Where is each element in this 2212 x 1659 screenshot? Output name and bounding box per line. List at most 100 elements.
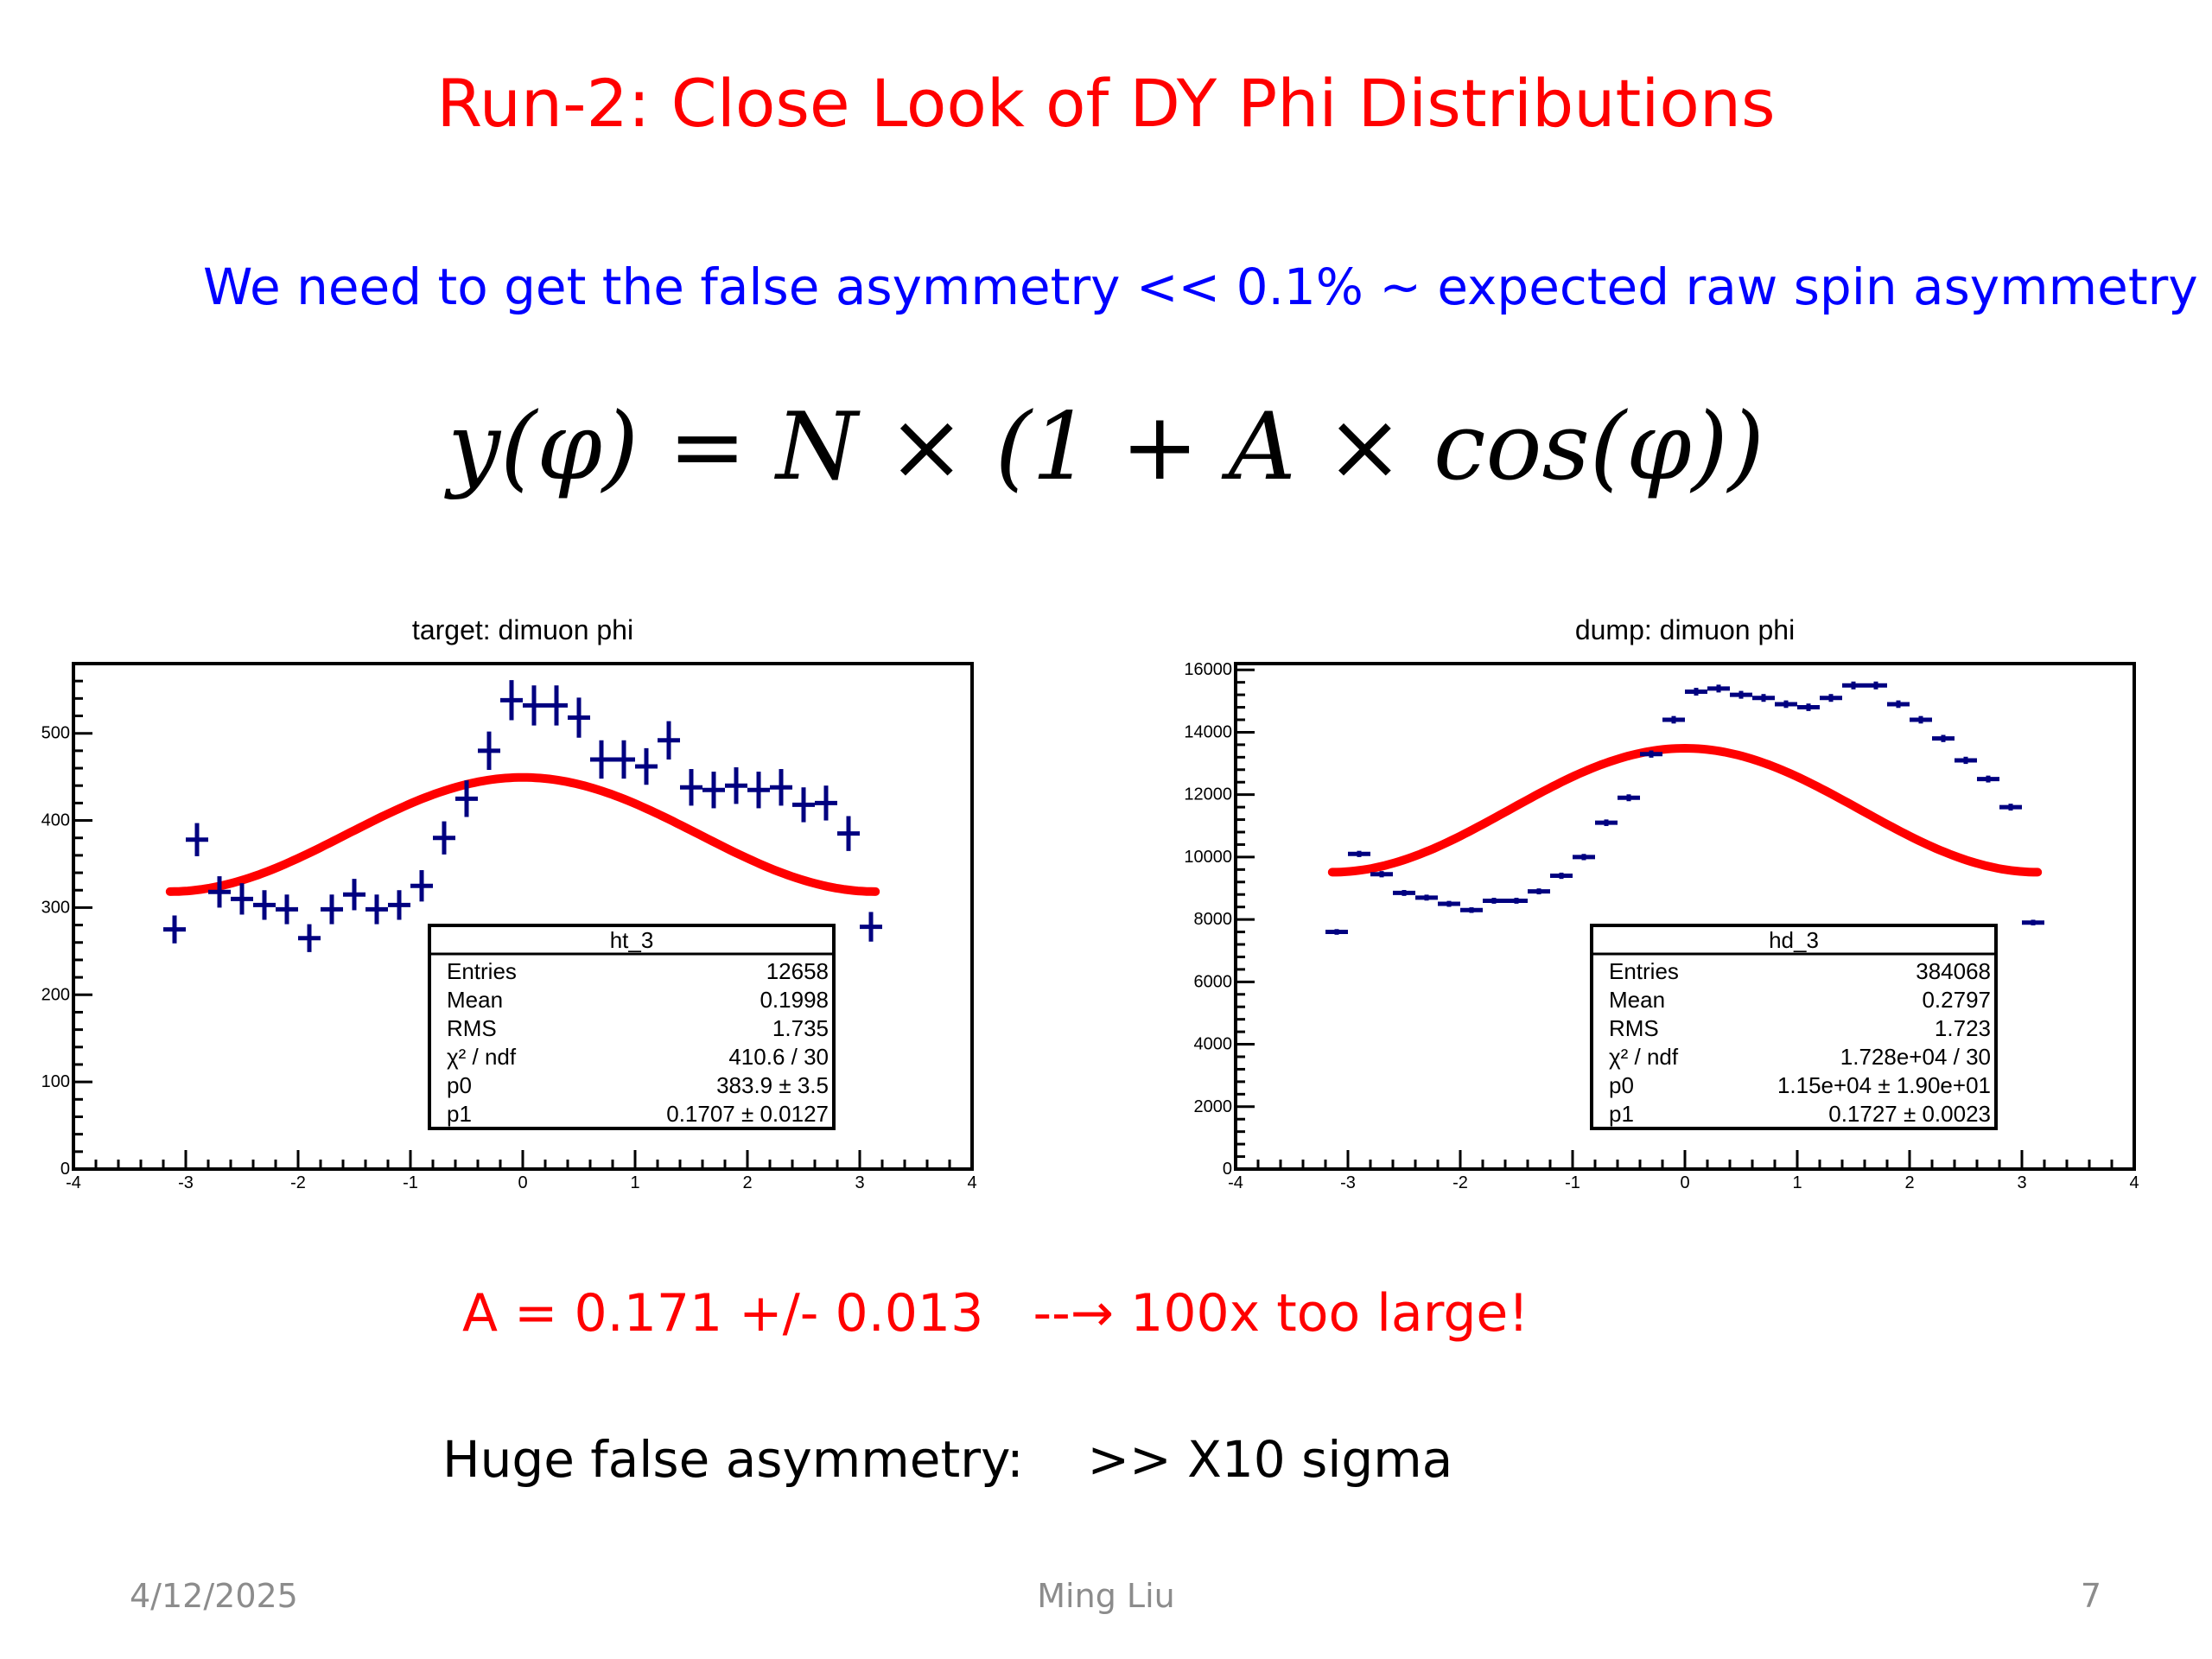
data-point <box>725 767 747 804</box>
fit-curve <box>1327 743 2043 877</box>
data-point <box>658 721 680 760</box>
x-tick-label: -1 <box>1565 1173 1580 1192</box>
data-point <box>770 769 792 806</box>
data-point <box>1910 715 1932 724</box>
y-tick-label: 16000 <box>1184 660 1232 679</box>
data-point <box>792 787 815 823</box>
stats-row-value: 1.728e+04 / 30 <box>1840 1044 1991 1070</box>
fit-curve <box>165 772 880 896</box>
y-tick-label: 2000 <box>1194 1097 1233 1116</box>
chart-title: target: dimuon phi <box>412 614 633 645</box>
chart-title: dump: dimuon phi <box>1575 614 1795 645</box>
x-tick-label: -2 <box>290 1173 306 1192</box>
data-point <box>702 772 725 809</box>
data-point <box>860 912 882 942</box>
data-point <box>1797 703 1820 711</box>
formula-lhs: y(φ) <box>448 393 639 501</box>
data-point <box>1999 804 2022 811</box>
data-point <box>1955 756 1977 765</box>
data-point <box>545 685 568 726</box>
footer-page-number: 7 <box>2080 1577 2101 1615</box>
data-point <box>1483 898 1505 904</box>
stats-row-value: 384068 <box>1916 958 1991 984</box>
data-point <box>680 769 702 806</box>
y-tick-label: 300 <box>41 898 70 917</box>
y-tick-label: 4000 <box>1194 1035 1233 1054</box>
stats-box <box>1590 924 1998 1130</box>
data-point <box>298 924 321 952</box>
y-tick-label: 100 <box>41 1072 70 1091</box>
data-point <box>815 785 837 821</box>
data-point <box>1842 681 1865 690</box>
stats-box-name: hd_3 <box>1769 927 1819 953</box>
data-point <box>1685 687 1707 696</box>
false-asymmetry-note: Huge false asymmetry: >> X10 sigma <box>442 1430 1453 1489</box>
x-tick-label: -1 <box>403 1173 418 1192</box>
data-point <box>590 740 613 779</box>
formula-equals: = <box>668 393 747 501</box>
x-tick-label: 1 <box>1792 1173 1802 1192</box>
data-point <box>1932 734 1955 742</box>
stats-row-label: Mean <box>447 987 503 1013</box>
slide-title: Run-2: Close Look of DY Phi Distribution… <box>436 65 1776 142</box>
y-tick-label: 400 <box>41 811 70 830</box>
y-tick-label: 8000 <box>1194 910 1233 929</box>
data-point <box>1438 900 1460 907</box>
data-point <box>343 879 365 911</box>
data-point <box>478 731 500 771</box>
x-tick-label: 3 <box>855 1173 864 1192</box>
y-tick-label: 0 <box>1223 1160 1232 1179</box>
stats-row-value: 1.735 <box>772 1015 829 1041</box>
dump-phi-plot: dump: dimuon phi -4 -3 -2 -1 0 1 2 3 4 0 2000 4000 60… <box>1184 614 2139 1192</box>
slide-subtitle: We need to get the false asymmetry << 0.… <box>203 257 2198 316</box>
data-point <box>613 740 635 779</box>
footer-author: Ming Liu <box>1037 1577 1175 1615</box>
fit-formula: y(φ) = N × (1 + A × cos(φ)) <box>0 393 2212 501</box>
stats-row-value: 1.15e+04 ± 1.90e+01 <box>1777 1072 1991 1098</box>
footer-date: 4/12/2025 <box>130 1577 298 1615</box>
data-point <box>1415 894 1438 901</box>
data-point <box>1662 715 1685 724</box>
data-point <box>1460 907 1483 913</box>
y-tick-label: 12000 <box>1184 785 1232 804</box>
data-point <box>1573 854 1595 861</box>
stats-row-label: p0 <box>447 1072 472 1098</box>
x-tick-label: -3 <box>178 1173 194 1192</box>
data-point <box>1393 889 1415 896</box>
data-point <box>2022 919 2044 925</box>
data-point <box>208 876 231 908</box>
stats-row-label: p1 <box>1609 1101 1634 1127</box>
stats-row-value: 12658 <box>766 958 829 984</box>
stats-row-label: Entries <box>447 958 517 984</box>
stats-row-value: 0.1727 ± 0.0023 <box>1828 1101 1991 1127</box>
data-point <box>1865 681 1887 690</box>
target-phi-plot: target: dimuon phi -4 -3 -2 -1 0 1 2 3 4 0 100 200 30… <box>41 614 977 1192</box>
x-tick-label: 2 <box>1904 1173 1914 1192</box>
x-tick-label: -3 <box>1340 1173 1356 1192</box>
data-point <box>1820 694 1842 702</box>
y-tick-label: 500 <box>41 724 70 743</box>
data-point <box>1887 700 1910 709</box>
stats-row-label: p1 <box>447 1101 472 1127</box>
asymmetry-result: A = 0.171 +/- 0.013 --→ 100x too large! <box>462 1283 1529 1344</box>
data-point <box>455 780 478 817</box>
data-point <box>500 680 523 721</box>
stats-row-label: p0 <box>1609 1072 1634 1098</box>
x-tick-label: 4 <box>967 1173 976 1192</box>
stats-row-value: 0.1707 ± 0.0127 <box>666 1101 829 1127</box>
stats-row-label: χ² / ndf <box>447 1044 517 1070</box>
data-point <box>231 883 253 915</box>
data-point <box>1550 872 1573 880</box>
data-point <box>747 772 770 809</box>
stats-row-value: 1.723 <box>1935 1015 1991 1041</box>
data-point <box>523 685 545 726</box>
data-point <box>388 890 410 920</box>
data-point <box>321 894 343 925</box>
data-point <box>1595 819 1618 826</box>
x-tick-label: 0 <box>1680 1173 1689 1192</box>
data-point <box>1348 850 1370 857</box>
data-point <box>410 870 433 902</box>
data-point <box>568 697 590 738</box>
stats-row-label: RMS <box>1609 1015 1659 1041</box>
x-tick-label: 4 <box>2129 1173 2139 1192</box>
